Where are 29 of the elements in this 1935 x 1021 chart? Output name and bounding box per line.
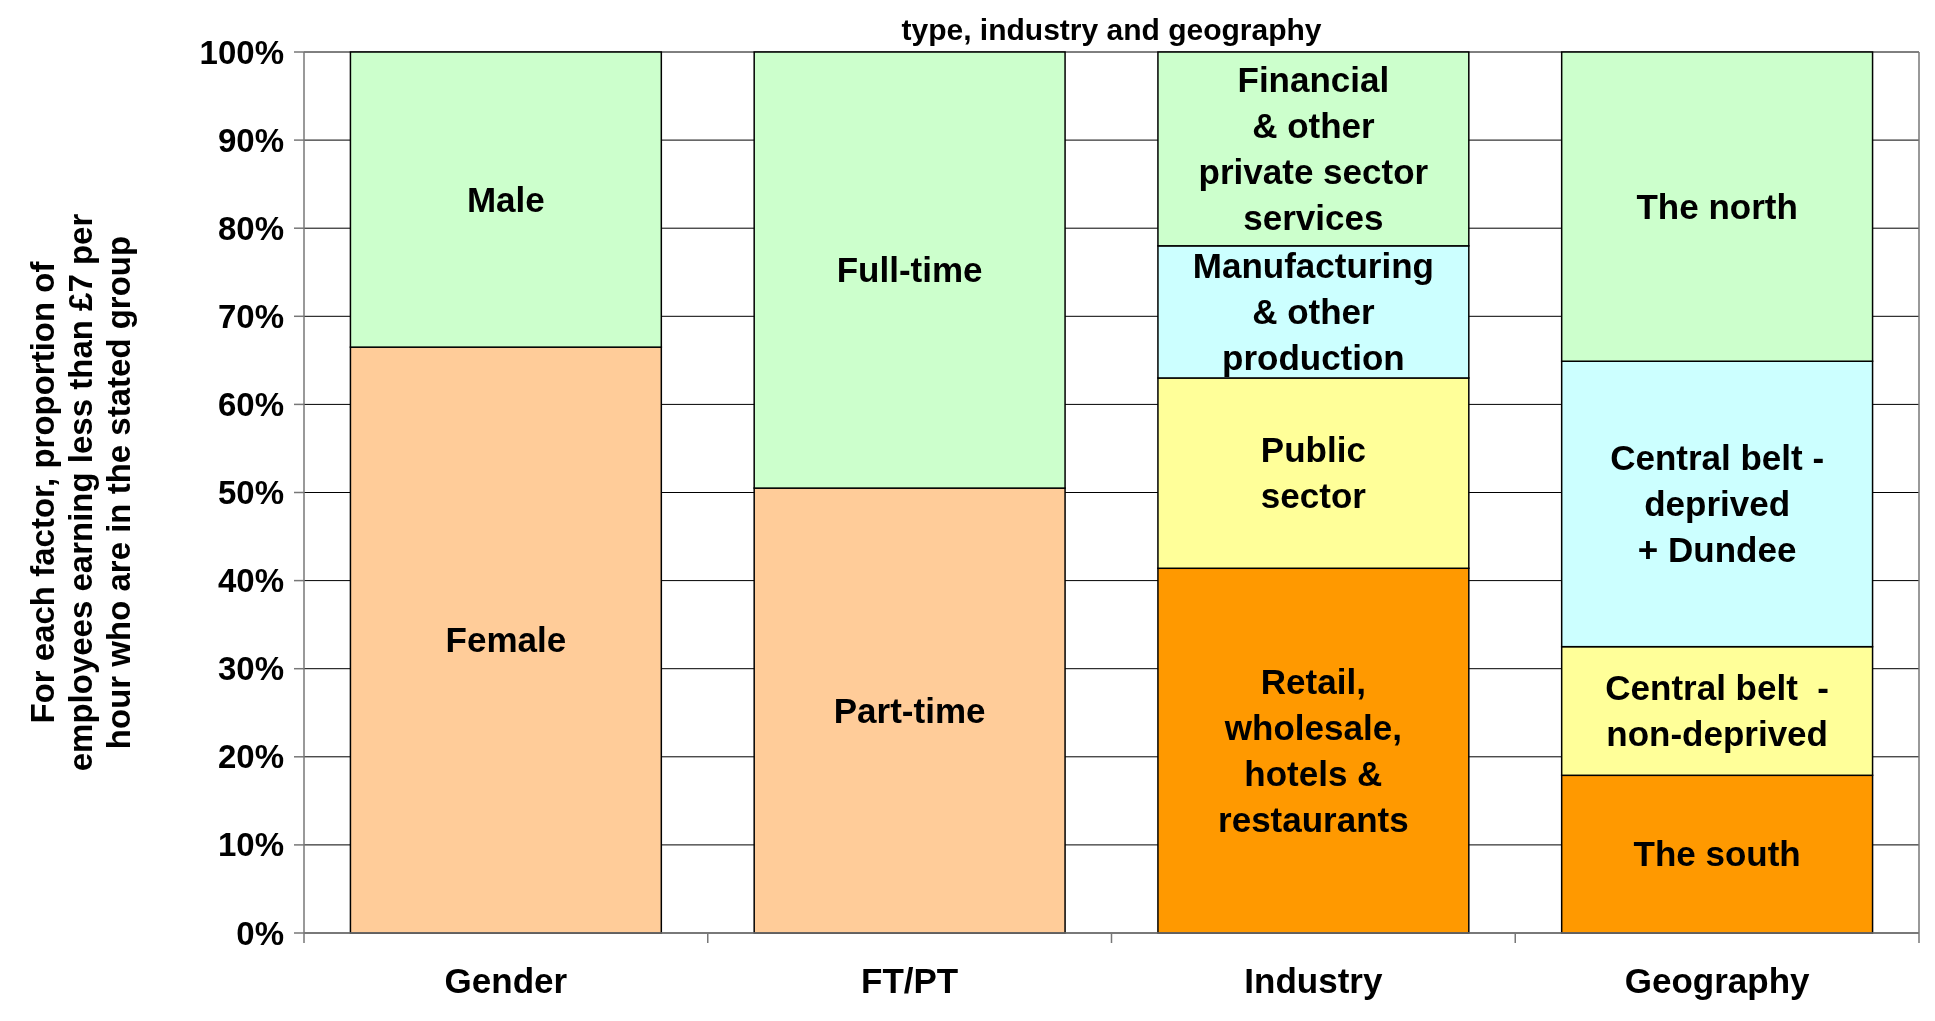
data-label: Full-time — [836, 250, 983, 290]
chart-title: type, industry and geography — [901, 13, 1322, 46]
data-label: Male — [466, 179, 545, 219]
data-label: The south — [1633, 834, 1801, 874]
y-tick-label: 20% — [217, 738, 284, 776]
y-tick-label: 70% — [217, 297, 284, 335]
y-tick-label: 90% — [217, 121, 284, 159]
y-tick-label: 80% — [217, 209, 284, 247]
y-tick-label: 0% — [236, 914, 284, 952]
y-tick-label: 40% — [217, 562, 284, 600]
x-tick-label: Industry — [1244, 961, 1383, 1000]
y-tick-label: 100% — [199, 33, 284, 71]
data-label: Female — [445, 620, 567, 660]
y-axis-title: For each factor, proportion of employees earning less than £7 per hour who are in the stated group — [24, 213, 137, 772]
x-tick-label: FT/PT — [861, 961, 959, 1000]
data-label: Manufacturing & other production — [1192, 246, 1434, 378]
data-label: Part-time — [833, 690, 986, 730]
data-label: Central belt - non-deprived — [1605, 668, 1829, 754]
y-tick-label: 10% — [217, 826, 284, 864]
data-label: Central belt - deprived + Dundee — [1610, 438, 1825, 570]
data-label: Financial & other private sector services — [1198, 60, 1429, 238]
y-tick-label: 30% — [217, 650, 284, 688]
data-label: Retail, wholesale, hotels & restaurants — [1218, 661, 1409, 839]
y-tick-label: 50% — [217, 474, 284, 512]
data-label: The north — [1636, 186, 1798, 226]
x-tick-label: Gender — [444, 961, 568, 1000]
x-tick-label: Geography — [1624, 961, 1811, 1000]
data-label: Public sector — [1260, 430, 1367, 516]
y-tick-label: 60% — [217, 385, 284, 423]
